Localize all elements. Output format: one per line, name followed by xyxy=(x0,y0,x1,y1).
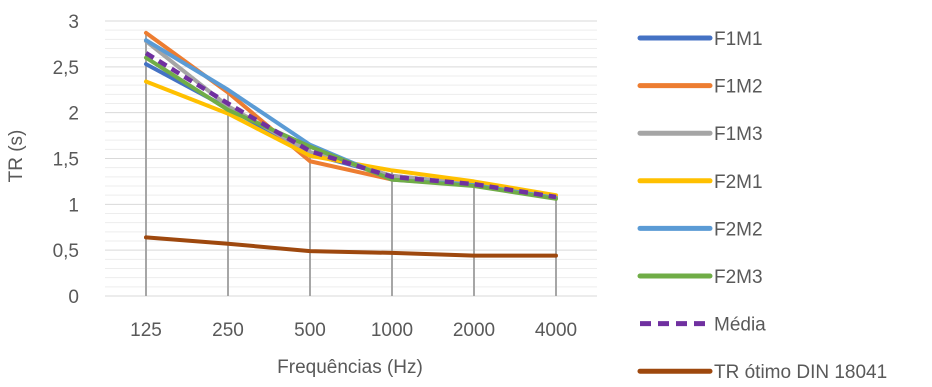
drop-lines xyxy=(145,32,557,296)
legend-label: F1M3 xyxy=(714,124,763,145)
legend-label: F1M1 xyxy=(714,29,763,50)
y-tick-label: 1 xyxy=(68,195,79,216)
y-axis-label: TR (s) xyxy=(6,130,27,183)
legend-item: F2M3 xyxy=(637,267,763,288)
legend-item: F1M2 xyxy=(637,77,763,98)
y-tick-label: 1,5 xyxy=(53,150,79,171)
legend-item: F2M1 xyxy=(637,172,763,193)
legend-label: F2M3 xyxy=(714,267,763,288)
x-axis-label: Frequências (Hz) xyxy=(277,357,423,378)
legend-label: F2M2 xyxy=(714,219,763,240)
legend-item: F2M2 xyxy=(637,219,763,240)
y-tick-label: 3 xyxy=(68,12,79,33)
y-tick-label: 0,5 xyxy=(53,241,79,262)
legend-item: F1M1 xyxy=(637,29,763,50)
series-line-tr-timo-din-18041 xyxy=(144,235,558,258)
legend-label: TR ótimo DIN 18041 xyxy=(714,362,887,382)
legend: F1M1 F1M2 F1M3 F2M1 F2M2 F2M3 Média TR ótimo DI… xyxy=(637,29,887,383)
series-line-m-dia xyxy=(144,51,557,200)
x-tick-label: 1000 xyxy=(371,320,413,341)
y-tick-label: 2 xyxy=(68,104,79,125)
legend-label: F1M2 xyxy=(714,77,763,98)
legend-item: Média xyxy=(640,315,766,336)
x-tick-label: 2000 xyxy=(453,320,495,341)
gridlines xyxy=(105,20,597,297)
series-line-f2m2 xyxy=(144,38,558,200)
legend-item: F1M3 xyxy=(637,124,763,145)
legend-label: F2M1 xyxy=(714,172,763,193)
tick-labels: 0 0,5 1 1,5 2 2,5 3 125 250 500 1000 2000 4000 xyxy=(53,12,578,341)
y-tick-label: 2,5 xyxy=(53,58,79,79)
legend-item: TR ótimo DIN 18041 xyxy=(637,362,887,383)
x-tick-label: 125 xyxy=(130,320,162,341)
x-tick-label: 500 xyxy=(294,320,326,341)
series-line-f1m3 xyxy=(144,39,558,200)
series-lines xyxy=(144,30,558,258)
x-tick-label: 250 xyxy=(212,320,244,341)
x-tick-label: 4000 xyxy=(535,320,577,341)
legend-label: Média xyxy=(714,315,766,336)
y-tick-label: 0 xyxy=(68,287,79,308)
